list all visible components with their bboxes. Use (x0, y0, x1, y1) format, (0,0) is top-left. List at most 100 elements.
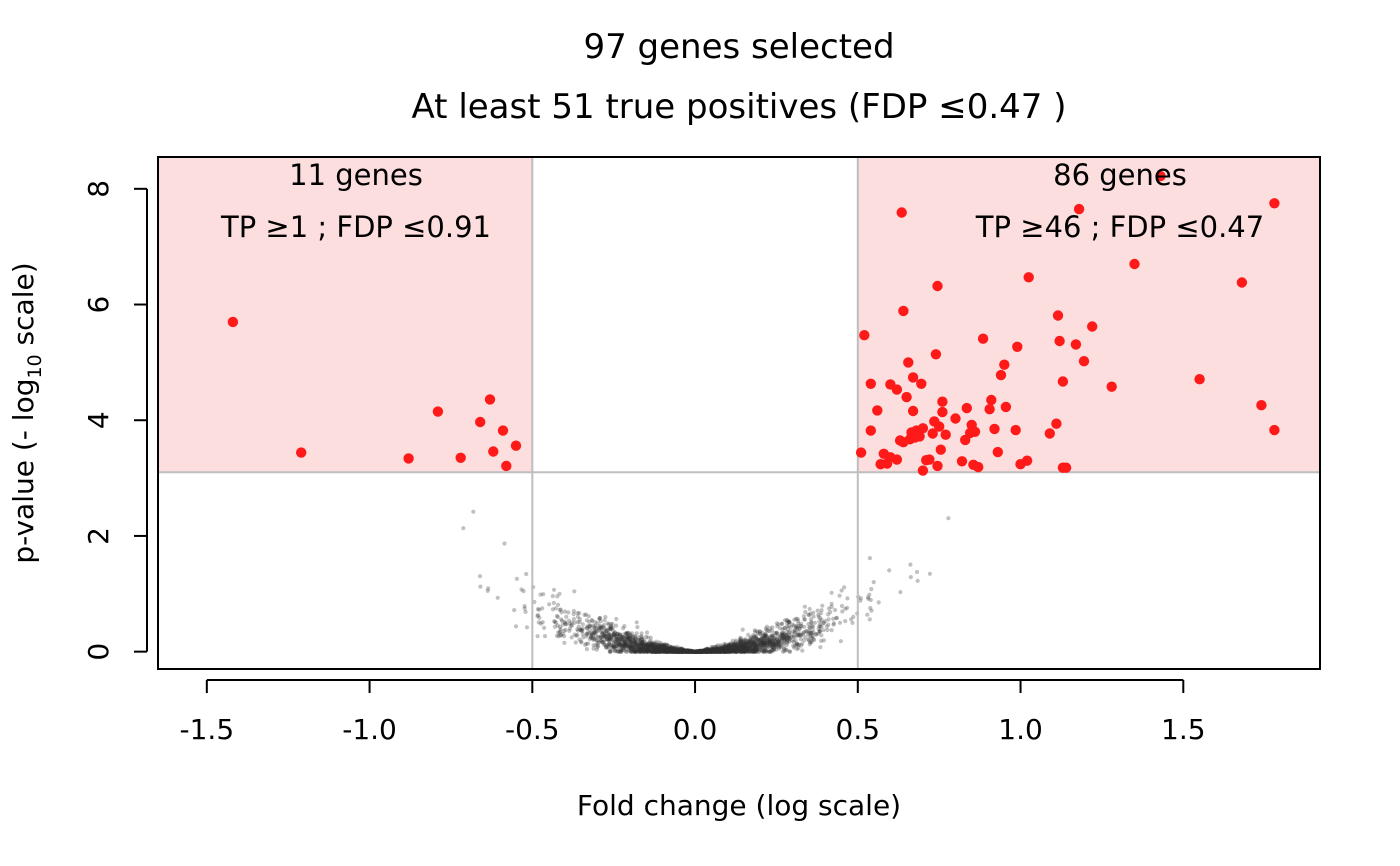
background-point (792, 645, 797, 650)
background-point (607, 641, 612, 646)
background-point (713, 649, 719, 654)
background-point (764, 628, 769, 633)
background-point (845, 596, 850, 601)
background-point (798, 632, 803, 638)
background-point (562, 628, 567, 634)
y-axis-label: p-value (- log10 scale) (7, 262, 46, 563)
background-point (684, 649, 689, 654)
background-point (698, 649, 703, 654)
background-point (735, 649, 740, 654)
background-point (676, 649, 681, 654)
background-point (676, 649, 682, 654)
background-point (724, 649, 730, 654)
background-point (768, 639, 774, 644)
background-point (658, 648, 664, 653)
background-point (679, 649, 684, 654)
background-point (702, 649, 707, 654)
background-point (739, 643, 745, 648)
background-point (798, 637, 804, 642)
background-point (591, 637, 596, 642)
background-point (747, 646, 752, 651)
background-point (783, 647, 789, 652)
background-point (838, 639, 844, 644)
background-point (762, 648, 767, 653)
background-point (807, 625, 812, 630)
background-point (787, 620, 792, 625)
background-point (794, 625, 799, 630)
background-point (569, 635, 574, 640)
background-point (577, 637, 582, 642)
background-point (677, 646, 682, 652)
background-point (587, 624, 593, 629)
background-point (598, 639, 603, 644)
background-point (749, 635, 754, 640)
background-point (662, 648, 668, 654)
background-point (747, 644, 752, 649)
background-point (675, 648, 680, 654)
background-point (731, 649, 736, 654)
background-point (733, 644, 738, 649)
background-point (724, 649, 729, 654)
background-point (719, 649, 724, 654)
background-point (613, 639, 618, 644)
background-point (652, 649, 657, 654)
background-point (802, 624, 807, 630)
selected-gene-point (865, 425, 876, 436)
background-point (699, 649, 704, 654)
background-point (652, 649, 657, 654)
background-point (735, 645, 740, 650)
background-point (829, 590, 834, 595)
background-point (700, 648, 705, 653)
background-point (753, 640, 758, 646)
background-point (702, 648, 708, 653)
background-point (770, 639, 775, 644)
background-point (608, 634, 614, 640)
background-point (585, 624, 590, 629)
selected-gene-point (1044, 428, 1056, 439)
background-point (789, 635, 794, 640)
background-point (696, 649, 701, 654)
background-point (595, 645, 600, 650)
background-point (811, 610, 816, 615)
background-point (806, 638, 811, 643)
background-point (698, 649, 703, 654)
background-point (725, 646, 730, 651)
background-point (741, 644, 746, 650)
background-point (809, 619, 814, 625)
background-point (637, 647, 642, 652)
background-point (609, 642, 614, 648)
background-point (676, 649, 681, 654)
background-point (662, 642, 667, 647)
background-point (774, 630, 779, 636)
background-point (522, 604, 527, 609)
background-point (643, 634, 649, 640)
background-point (698, 648, 703, 653)
background-point (687, 649, 692, 654)
background-point (821, 620, 827, 626)
background-point (687, 649, 692, 654)
background-point (698, 649, 703, 654)
background-point (715, 649, 720, 654)
background-point (706, 648, 711, 654)
background-point (739, 645, 744, 650)
background-point (749, 642, 754, 647)
background-point (619, 648, 624, 653)
background-point (717, 648, 722, 654)
background-point (695, 649, 700, 654)
background-point (643, 647, 648, 653)
background-point (601, 633, 606, 639)
background-point (621, 626, 626, 631)
background-point (708, 648, 713, 653)
background-point (681, 649, 686, 654)
background-point (721, 646, 726, 651)
background-point (629, 636, 634, 641)
background-point (826, 617, 831, 622)
background-point (816, 626, 821, 632)
background-points (461, 509, 951, 654)
background-point (641, 643, 646, 649)
background-point (741, 646, 746, 651)
background-point (615, 632, 620, 637)
background-point (604, 629, 609, 634)
background-point (676, 647, 681, 652)
